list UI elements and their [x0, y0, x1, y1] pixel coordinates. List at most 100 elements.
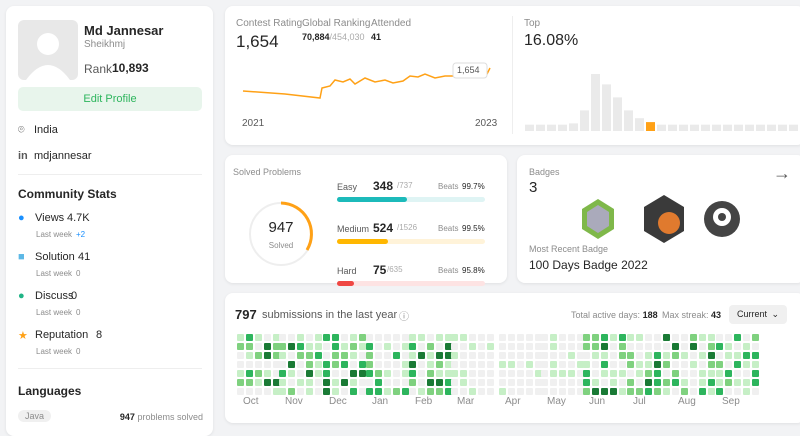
day-cell	[246, 361, 253, 368]
hist-bar	[525, 124, 534, 131]
day-cell	[601, 388, 608, 395]
day-cell	[409, 388, 416, 395]
day-cell	[469, 343, 476, 350]
profile-card: Md Jannesar Sheikhmj Rank 10,893 Edit Pr…	[6, 6, 213, 436]
day-cell	[279, 343, 286, 350]
day-cell	[619, 352, 626, 359]
day-cell	[273, 370, 280, 377]
day-cell	[725, 343, 732, 350]
solved-label: Solved	[268, 241, 294, 250]
day-cell	[315, 361, 322, 368]
day-cell	[341, 352, 348, 359]
day-cell	[469, 352, 476, 359]
day-cell	[577, 334, 584, 341]
day-cell	[592, 352, 599, 359]
day-cell	[592, 361, 599, 368]
day-cell	[460, 370, 467, 377]
day-cell	[645, 334, 652, 341]
hist-bar	[635, 118, 644, 131]
arrow[interactable]: →	[773, 163, 791, 183]
day-cell	[315, 352, 322, 359]
day-cell	[526, 334, 533, 341]
day-cell	[273, 361, 280, 368]
day-cell	[350, 370, 357, 377]
day-cell	[341, 343, 348, 350]
beats: 99.5%	[462, 224, 485, 233]
day-cell	[752, 343, 759, 350]
day-cell	[436, 361, 443, 368]
month-label: Dec	[329, 396, 347, 407]
language-count: 947 problems solved	[120, 412, 203, 422]
day-cell	[577, 343, 584, 350]
day-cell	[427, 343, 434, 350]
day-cell	[402, 334, 409, 341]
day-cell	[708, 343, 715, 350]
day-cell	[550, 352, 557, 359]
day-cell	[583, 352, 590, 359]
day-cell	[541, 379, 548, 386]
day-cell	[255, 334, 262, 341]
day-cell	[341, 379, 348, 386]
stat-sub: Last week	[36, 230, 73, 239]
day-cell	[393, 370, 400, 377]
day-cell	[409, 361, 416, 368]
linkedin-icon: in	[18, 150, 28, 162]
day-cell	[478, 388, 485, 395]
day-cell	[323, 388, 330, 395]
stat-sub: Last week	[36, 308, 73, 317]
day-cell	[499, 361, 506, 368]
edit-profile[interactable]: Edit Profile	[18, 87, 202, 111]
day-cell	[445, 370, 452, 377]
day-cell	[550, 379, 557, 386]
heatmap	[237, 334, 759, 395]
day-cell	[708, 361, 715, 368]
day-cell	[436, 352, 443, 359]
day-cell	[699, 388, 706, 395]
day-cell	[366, 379, 373, 386]
day-cell	[478, 343, 485, 350]
day-cell	[725, 361, 732, 368]
day-cell	[699, 352, 706, 359]
location: India	[34, 124, 58, 136]
day-cell	[246, 352, 253, 359]
active-label: Total active days:	[571, 310, 641, 320]
day-cell	[315, 343, 322, 350]
day-cell	[654, 379, 661, 386]
day-cell	[663, 379, 670, 386]
day-cell	[402, 343, 409, 350]
day-cell	[237, 370, 244, 377]
badges-title: Badges	[529, 167, 560, 177]
day-cell	[508, 361, 515, 368]
day-cell	[409, 352, 416, 359]
day-cell	[508, 352, 515, 359]
day-cell	[478, 352, 485, 359]
day-cell	[487, 370, 494, 377]
day-cell	[583, 370, 590, 377]
day-cell	[592, 379, 599, 386]
hist-bar	[613, 97, 622, 131]
solved-title: Solved Problems	[233, 167, 302, 177]
day-cell	[636, 361, 643, 368]
day-cell	[487, 361, 494, 368]
progress-bar	[337, 197, 407, 202]
day-cell	[297, 343, 304, 350]
month-label: Nov	[285, 396, 303, 407]
day-cell	[636, 343, 643, 350]
day-cell	[517, 334, 524, 341]
day-cell	[341, 361, 348, 368]
day-cell	[725, 379, 732, 386]
day-cell	[306, 379, 313, 386]
day-cell	[752, 379, 759, 386]
day-cell	[418, 370, 425, 377]
day-cell	[255, 361, 262, 368]
day-cell	[654, 361, 661, 368]
day-cell	[592, 370, 599, 377]
day-cell	[315, 334, 322, 341]
day-cell	[499, 343, 506, 350]
day-cell	[601, 370, 608, 377]
year-select[interactable]: Current ⌄	[729, 305, 787, 324]
day-cell	[526, 379, 533, 386]
day-cell	[288, 343, 295, 350]
day-cell	[279, 388, 286, 395]
stat-value: 8	[96, 329, 103, 341]
